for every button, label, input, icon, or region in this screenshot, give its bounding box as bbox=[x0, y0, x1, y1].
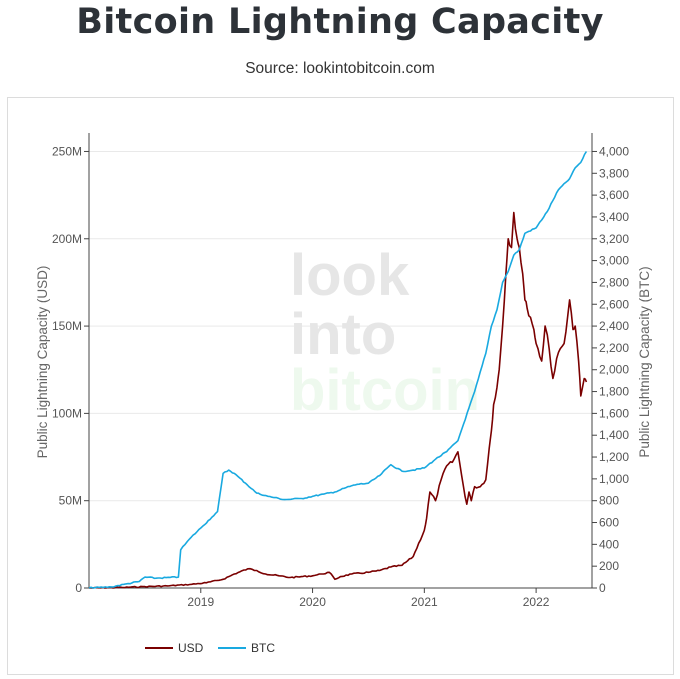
y-tick-label-right: 1,800 bbox=[599, 385, 629, 399]
y-tick-label-left: 0 bbox=[75, 581, 82, 595]
y-tick-label-right: 1,400 bbox=[599, 428, 629, 442]
y-tick-label-right: 3,400 bbox=[599, 210, 629, 224]
y-tick-label-right: 1,200 bbox=[599, 450, 629, 464]
y-axis-label-right: Public Lightning Capacity (BTC) bbox=[637, 266, 652, 457]
y-tick-label-left: 50M bbox=[59, 494, 82, 508]
legend-label-usd: USD bbox=[178, 641, 204, 655]
y-tick-label-left: 150M bbox=[52, 319, 82, 333]
legend-label-btc: BTC bbox=[251, 641, 275, 655]
x-tick-label: 2021 bbox=[411, 595, 438, 609]
y-tick-label-right: 2,600 bbox=[599, 297, 629, 311]
watermark-into: into bbox=[290, 302, 396, 367]
series-lines bbox=[88, 151, 588, 589]
y-tick-label-right: 3,200 bbox=[599, 232, 629, 246]
y-tick-label-right: 4,000 bbox=[599, 144, 629, 158]
x-tick-label: 2019 bbox=[187, 595, 214, 609]
y-tick-label-right: 3,800 bbox=[599, 166, 629, 180]
y-tick-label-right: 800 bbox=[599, 494, 619, 508]
y-tick-label-right: 2,200 bbox=[599, 341, 629, 355]
series-line-usd bbox=[89, 211, 588, 589]
y-tick-label-right: 2,800 bbox=[599, 275, 629, 289]
y-tick-label-left: 100M bbox=[52, 406, 82, 420]
watermark: look into bitcoin bbox=[290, 243, 480, 423]
series-line-btc bbox=[88, 151, 588, 589]
y-tick-label-right: 2,400 bbox=[599, 319, 629, 333]
x-tick-label: 2020 bbox=[299, 595, 326, 609]
chart-panel bbox=[7, 97, 674, 675]
y-tick-label-right: 2,000 bbox=[599, 363, 629, 377]
y-tick-label-right: 200 bbox=[599, 559, 619, 573]
page-title: Bitcoin Lightning Capacity bbox=[76, 2, 604, 42]
y-tick-label-left: 250M bbox=[52, 144, 82, 158]
y-tick-label-right: 1,000 bbox=[599, 472, 629, 486]
page-subtitle: Source: lookintobitcoin.com bbox=[245, 60, 435, 77]
y-tick-label-right: 400 bbox=[599, 537, 619, 551]
legend: USD BTC bbox=[145, 641, 275, 655]
tick-labels: 0 50M 100M 150M 200M 250M 0 200 400 600 800 1,000 1,… bbox=[52, 144, 629, 609]
watermark-bitcoin: bitcoin bbox=[290, 358, 480, 423]
y-tick-label-left: 200M bbox=[52, 232, 82, 246]
y-tick-label-right: 0 bbox=[599, 581, 606, 595]
y-tick-label-right: 600 bbox=[599, 516, 619, 530]
y-tick-label-right: 3,000 bbox=[599, 254, 629, 268]
y-tick-label-right: 3,600 bbox=[599, 188, 629, 202]
axes bbox=[88, 133, 593, 589]
watermark-look: look bbox=[290, 243, 410, 308]
y-tick-label-right: 1,600 bbox=[599, 406, 629, 420]
x-tick-label: 2022 bbox=[523, 595, 550, 609]
y-axis-label-left: Public Lightning Capacity (USD) bbox=[35, 266, 50, 459]
